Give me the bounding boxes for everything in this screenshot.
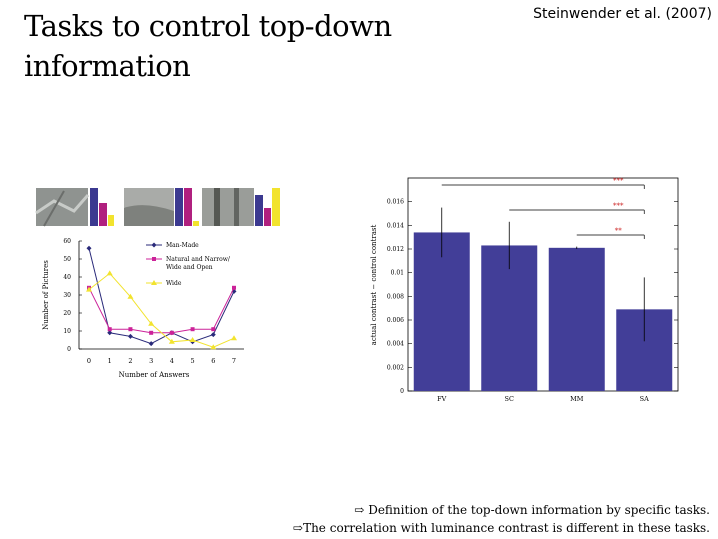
- data-point: [211, 327, 216, 332]
- data-point: [231, 335, 237, 341]
- right-figure: 0 0.002 0.004 0.006 0.008 0.01 0.012 0.014 0.016…: [368, 173, 690, 408]
- xtick-label: 6: [211, 357, 215, 365]
- ytick-label: 0: [67, 346, 71, 353]
- ytick-label: 20: [63, 310, 71, 317]
- bar-chart-bars: [413, 207, 673, 391]
- xtick-label: SA: [640, 395, 649, 403]
- ytick-label: 30: [63, 292, 71, 299]
- bar-chart-ylabel: actual contrast − control contrast: [370, 225, 378, 346]
- xtick-label: 3: [149, 357, 153, 365]
- data-point: [107, 330, 113, 336]
- thumbnail-wide: [202, 188, 280, 226]
- data-point: [210, 344, 217, 350]
- series-line-0: [88, 248, 235, 345]
- xtick-label: FV: [437, 395, 447, 403]
- bar-chart-xticks: FV SC MM SA: [437, 395, 649, 403]
- xtick-label: 7: [232, 357, 236, 365]
- bar-chart-yticks: 0 0.002 0.004 0.006 0.008 0.01 0.012 0.014 0.016: [387, 199, 678, 395]
- ytick-label: 10: [63, 328, 71, 335]
- xtick-label: MM: [570, 395, 584, 403]
- ytick-label: 0: [400, 388, 404, 395]
- line-chart-xlabel: Number of Answers: [119, 371, 190, 379]
- data-point: [169, 330, 174, 335]
- xtick-label: 4: [170, 357, 174, 365]
- citation: Steinwender et al. (2007): [533, 6, 712, 22]
- data-point: [127, 293, 134, 299]
- footer-line-1: ⇨ Definition of the top-down information…: [293, 501, 710, 519]
- legend-label-manmade: Man-Made: [166, 242, 199, 249]
- legend-label-natural: Natural and Narrow/ Wide and Open: [166, 256, 232, 271]
- line-chart-ylabel: Number of Pictures: [42, 260, 50, 330]
- ytick-label: 0.012: [387, 246, 404, 253]
- footer-line-2: ⇨The correlation with luminance contrast…: [293, 519, 710, 537]
- bar-chart-significance: ********: [441, 177, 645, 239]
- data-point: [210, 332, 216, 338]
- data-point: [86, 286, 92, 292]
- significance-label: ***: [613, 177, 624, 185]
- bar-chart-svg: 0 0.002 0.004 0.006 0.008 0.01 0.012 0.014 0.016…: [370, 177, 679, 403]
- data-point: [190, 327, 195, 332]
- legend-marker-natural: [152, 257, 156, 261]
- ytick-label: 50: [63, 256, 71, 263]
- ytick-label: 0.008: [387, 293, 404, 300]
- ytick-label: 0.01: [391, 270, 404, 277]
- significance-label: **: [615, 227, 623, 235]
- ytick-label: 0.014: [387, 222, 404, 229]
- line-chart-legend: Man-Made Natural and Narrow/ Wide and Op…: [146, 242, 232, 287]
- data-point: [86, 245, 92, 251]
- data-point: [128, 327, 133, 332]
- legend-label-wide: Wide: [166, 280, 182, 287]
- bar-fv: [413, 232, 470, 391]
- bar-chart-frame: [407, 177, 679, 392]
- line-chart-svg: 0 10 20 30 40 50 60 0 1 2 3 4 5 6 7 Man-Made Natural …: [35, 188, 280, 379]
- left-figure: 0 10 20 30 40 50 60 0 1 2 3 4 5 6 7 Man-Made Natural …: [34, 183, 284, 383]
- line-chart-xticks: 0 1 2 3 4 5 6 7: [87, 357, 236, 365]
- thumbnail-natural: [124, 188, 199, 226]
- ytick-label: 60: [63, 238, 71, 245]
- xtick-label: 1: [108, 357, 112, 365]
- significance-label: ***: [613, 202, 624, 210]
- data-point: [149, 330, 154, 335]
- data-point: [231, 288, 237, 294]
- footer-notes: ⇨ Definition of the top-down information…: [293, 501, 710, 537]
- xtick-label: 5: [191, 357, 195, 365]
- data-point: [168, 338, 175, 344]
- ytick-label: 0.016: [387, 199, 404, 206]
- bar-sc: [481, 245, 538, 391]
- series-line-1: [88, 287, 235, 334]
- xtick-label: 0: [87, 357, 91, 365]
- ytick-label: 0.002: [387, 364, 404, 371]
- data-point: [127, 333, 133, 339]
- thumbnail-manmade: [35, 188, 114, 227]
- data-point: [232, 285, 236, 290]
- footer-text-2: The correlation with luminance contrast …: [303, 521, 710, 535]
- bar-mm: [548, 247, 605, 391]
- ytick-label: 0.006: [387, 317, 404, 324]
- xtick-label: SC: [505, 395, 514, 403]
- footer-text-1: Definition of the top-down information b…: [368, 503, 710, 517]
- ytick-label: 40: [63, 274, 71, 281]
- xtick-label: 2: [128, 357, 132, 365]
- arrow-right-icon: ⇨: [293, 521, 304, 535]
- line-chart-series: [86, 245, 237, 350]
- arrow-right-icon: ⇨: [354, 503, 365, 517]
- data-point: [106, 270, 113, 276]
- data-point: [148, 320, 155, 326]
- legend-marker-manmade: [151, 242, 157, 248]
- data-point: [107, 327, 112, 332]
- data-point: [148, 341, 154, 347]
- data-point: [189, 337, 196, 342]
- line-chart-yticks: 0 10 20 30 40 50 60: [63, 238, 82, 353]
- legend-marker-wide: [151, 280, 157, 285]
- slide-title: Tasks to control top-down information: [24, 9, 392, 83]
- series-line-2: [88, 272, 235, 348]
- ytick-label: 0.004: [387, 341, 404, 348]
